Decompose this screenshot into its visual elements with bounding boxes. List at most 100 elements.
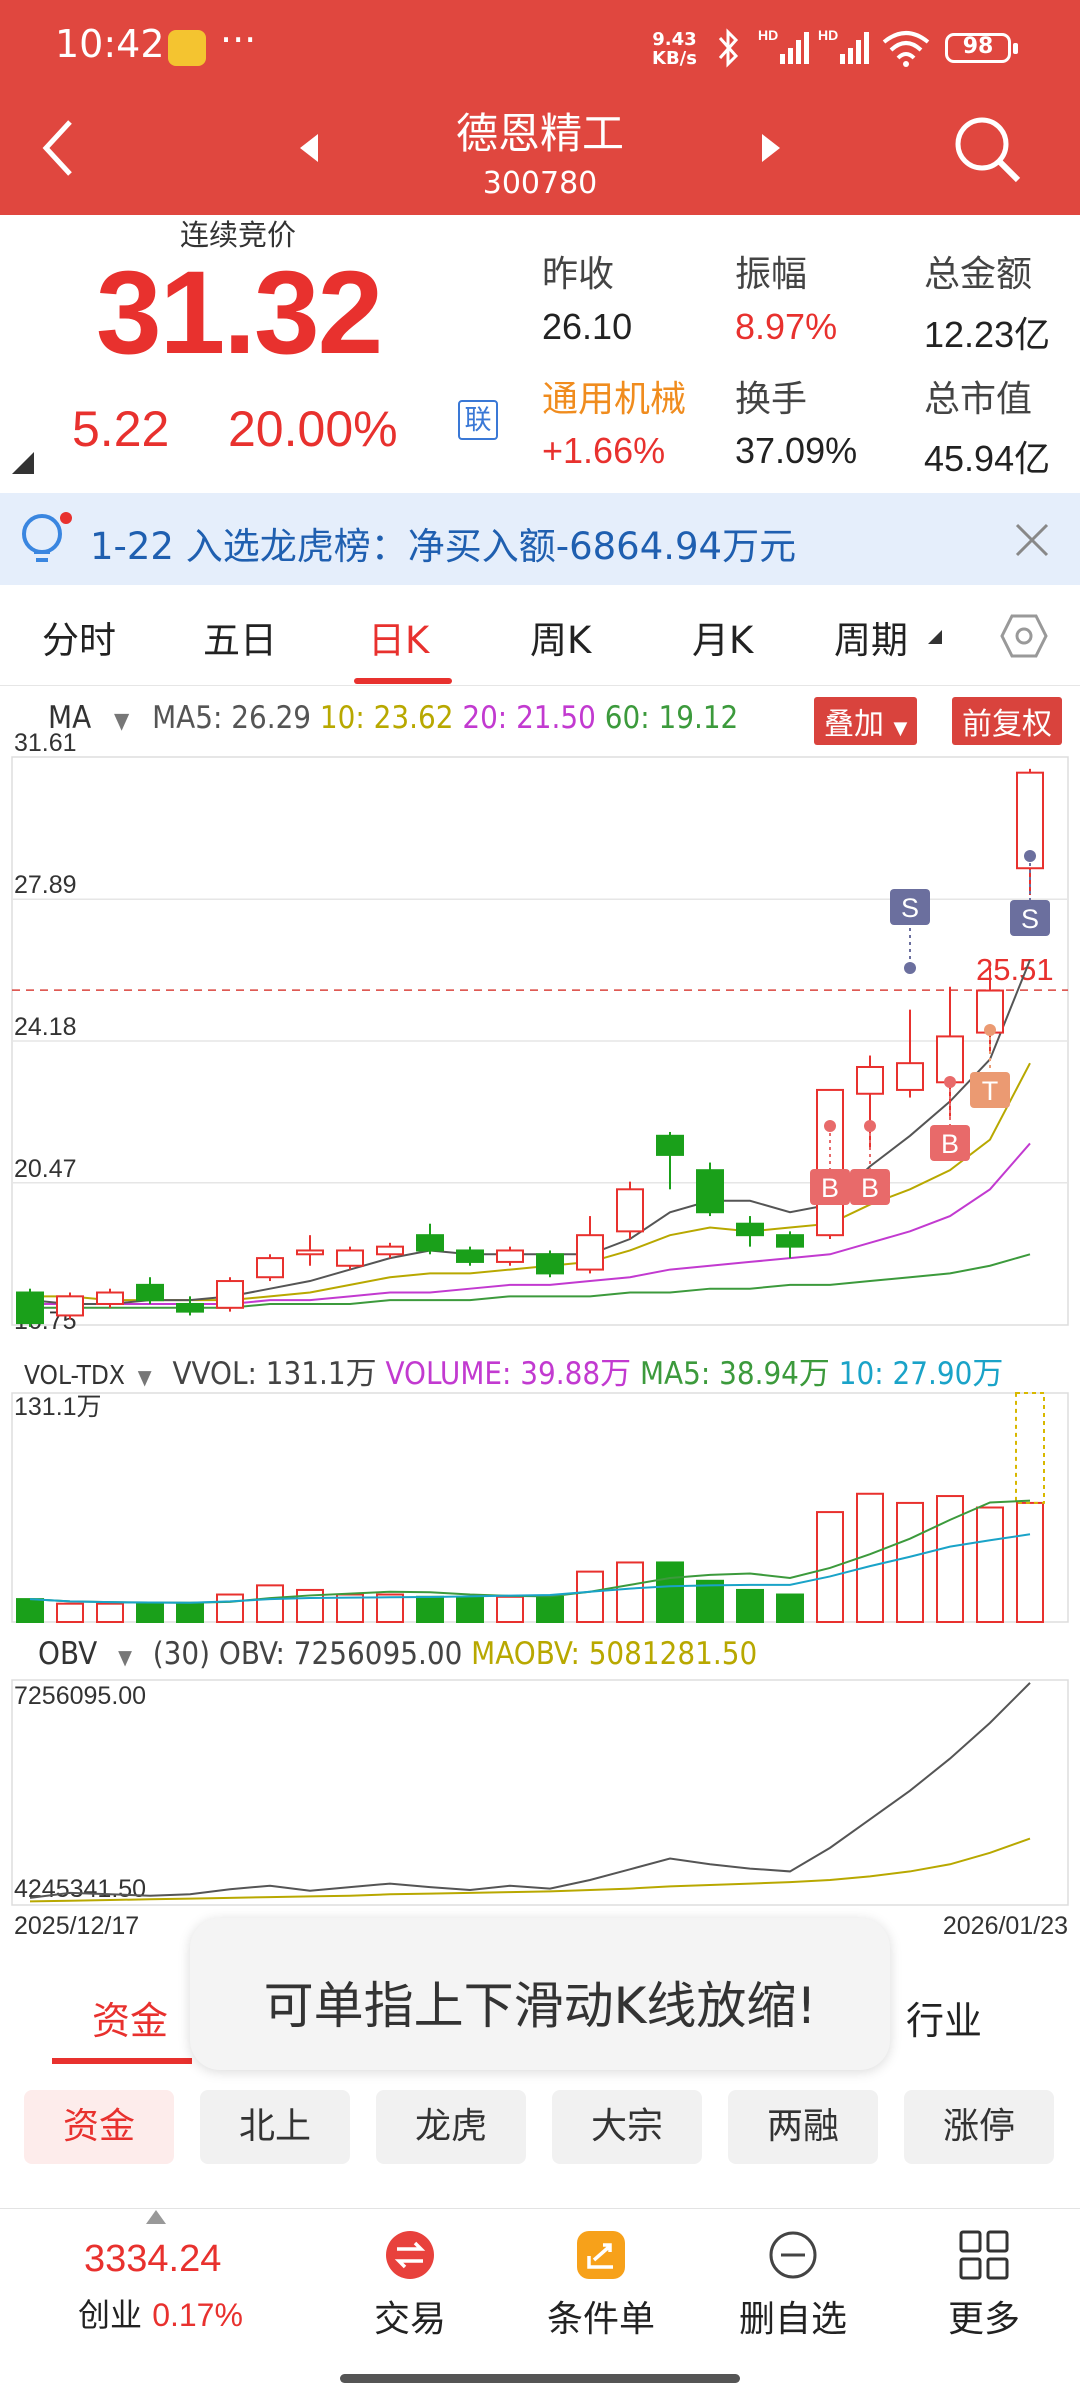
candle-body — [136, 1283, 164, 1302]
vol-dropdown-icon[interactable]: ▼ — [137, 1365, 152, 1389]
chip-dragon-tiger[interactable]: 龙虎 — [376, 2090, 526, 2164]
period-dropdown-icon[interactable] — [926, 628, 944, 646]
ma-dropdown-icon[interactable]: ▼ — [114, 709, 130, 734]
more-label[interactable]: 更多 — [947, 2299, 1020, 2340]
more-grid-icon[interactable] — [959, 2230, 1009, 2280]
remove-watchlist-icon[interactable] — [768, 2230, 818, 2280]
volume-bar — [696, 1579, 724, 1624]
index-info[interactable]: 创业 0.17% — [78, 2290, 243, 2336]
amplitude-label: 振幅 — [735, 254, 808, 295]
prev-stock-icon[interactable] — [298, 134, 320, 162]
candle-body — [176, 1302, 204, 1313]
trade-marker-box — [850, 1169, 890, 1205]
vol-ma10-value: 10: 27.90万 — [838, 1356, 1004, 1392]
amount-label: 总金额 — [924, 254, 1033, 295]
tab-period[interactable]: 周期 — [834, 619, 908, 662]
search-icon[interactable] — [952, 114, 1022, 184]
ma-name[interactable]: MA — [48, 700, 92, 736]
tab-five-day[interactable]: 五日 — [203, 619, 277, 662]
tab-weekly-k[interactable]: 周K — [530, 619, 592, 662]
volume-bar — [16, 1598, 44, 1623]
signal-2-label: HD — [818, 27, 838, 43]
trade-marker-box — [1010, 900, 1050, 936]
battery-level: 98 — [962, 34, 994, 59]
volume-bar — [56, 1602, 84, 1623]
candle-body — [96, 1291, 124, 1305]
app-notification-icon — [168, 30, 206, 66]
condition-order-label[interactable]: 条件单 — [546, 2299, 655, 2340]
tab-monthly-k[interactable]: 月K — [692, 619, 754, 662]
maobv-value: MAOBV: 5081281.50 — [471, 1636, 758, 1672]
expand-corner-icon[interactable] — [12, 452, 34, 474]
home-indicator[interactable] — [340, 2374, 740, 2383]
price-axis-label: 20.47 — [14, 1155, 77, 1183]
back-icon[interactable] — [38, 118, 78, 178]
sector-label[interactable]: 通用机械 — [542, 379, 687, 420]
price-change-pct: 20.00% — [228, 401, 398, 457]
status-time: 10:42 — [55, 22, 165, 66]
overlay-button[interactable]: 叠加 ▼ — [814, 697, 918, 745]
price-axis-label: 27.89 — [14, 871, 77, 899]
condition-order-icon[interactable] — [576, 2230, 626, 2280]
price-status-label: 连续竞价 — [180, 218, 297, 252]
volume-bar — [176, 1602, 204, 1623]
candle-body — [856, 1065, 884, 1095]
toast-text: 可单指上下滑动K线放缩! — [263, 1977, 817, 2035]
adjust-button[interactable]: 前复权 — [952, 697, 1062, 745]
chip-limit-up[interactable]: 涨停 — [904, 2090, 1054, 2164]
volume-bar — [976, 1506, 1004, 1623]
volume-bar — [216, 1593, 244, 1624]
linked-badge[interactable]: 联 — [458, 400, 498, 440]
tab-daily-k[interactable]: 日K — [368, 619, 430, 662]
trade-marker-box — [890, 889, 930, 925]
candle-body — [656, 1134, 684, 1156]
chip-northbound[interactable]: 北上 — [200, 2090, 350, 2164]
obv-indicator-row: OBV ▼ (30) OBV: 7256095.00 MAOBV: 508128… — [38, 1636, 757, 1672]
vol-name[interactable]: VOL-TDX — [24, 1361, 125, 1391]
index-value[interactable]: 3334.24 — [84, 2238, 222, 2280]
marker-dot — [824, 1120, 836, 1132]
chip-capital[interactable]: 资金 — [24, 2090, 174, 2164]
trade-marker-label: T — [982, 1076, 999, 1106]
dragon-tiger-banner[interactable] — [0, 493, 1080, 585]
lower-tab-capital[interactable]: 资金 — [92, 1999, 169, 2043]
trade-marker-box — [810, 1169, 850, 1205]
trade-label[interactable]: 交易 — [373, 2299, 446, 2340]
marker-dot — [904, 962, 916, 974]
candle-body — [256, 1257, 284, 1279]
active-tab-indicator — [354, 678, 452, 684]
obv-axis-bottom: 4245341.50 — [14, 1875, 146, 1903]
banner-text[interactable]: 1-22 入选龙虎榜：净买入额-6864.94万元 — [90, 525, 797, 568]
obv-dropdown-icon[interactable]: ▼ — [118, 1645, 132, 1669]
chart-tabs — [0, 585, 1080, 686]
next-stock-icon[interactable] — [760, 134, 782, 162]
wifi-icon — [882, 31, 930, 67]
bluetooth-icon — [718, 28, 739, 68]
candle-body — [56, 1295, 84, 1317]
date-start-label: 2025/12/17 — [14, 1912, 139, 1940]
volume-bar — [896, 1501, 924, 1623]
tab-intraday[interactable]: 分时 — [42, 619, 116, 662]
chip-block-trade[interactable]: 大宗 — [552, 2090, 702, 2164]
candle-body — [896, 1062, 924, 1091]
remove-watchlist-label[interactable]: 删自选 — [738, 2299, 847, 2340]
candle-body — [216, 1280, 244, 1309]
vvol-value: VVOL: 131.1万 — [172, 1356, 377, 1392]
battery-icon: 98 — [945, 33, 1018, 63]
trade-icon[interactable] — [385, 2230, 435, 2280]
toast-popup — [190, 1918, 890, 2070]
obv-name[interactable]: OBV — [38, 1636, 98, 1672]
lower-tab-industry[interactable]: 行业 — [906, 1999, 983, 2043]
market-cap-label: 总市值 — [924, 379, 1033, 420]
chip-margin[interactable]: 两融 — [728, 2090, 878, 2164]
turnover-value: 37.09% — [735, 430, 858, 471]
candle-body — [376, 1245, 404, 1256]
volume-bar — [496, 1595, 524, 1623]
close-icon[interactable] — [1014, 522, 1050, 558]
candle-body — [536, 1253, 564, 1275]
net-speed-unit: KB/s — [652, 48, 697, 69]
overlay-label: 叠加 — [824, 707, 884, 742]
settings-hexagon-icon[interactable] — [1000, 612, 1048, 660]
signal-icon-1: HD — [758, 27, 809, 64]
